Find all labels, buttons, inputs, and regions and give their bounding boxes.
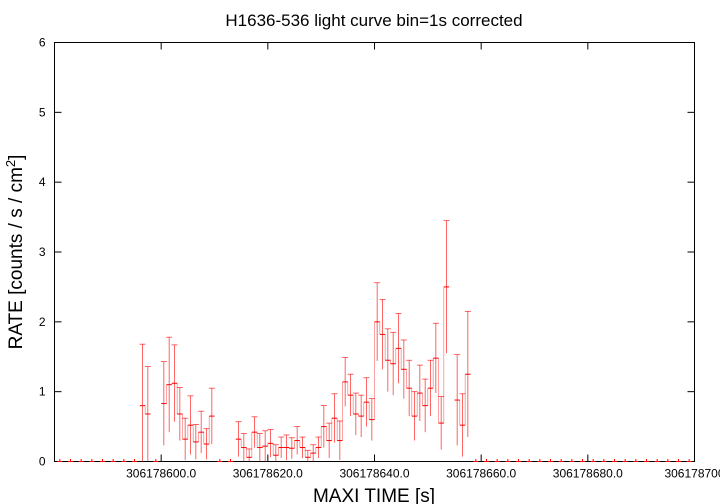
- y-axis: 0 1 2 3 4 5 6: [39, 36, 695, 469]
- x-axis: 306178600.0 306178620.0 306178640.0 3061786…: [126, 42, 720, 481]
- x-tick-label: 306178700: [664, 467, 720, 481]
- y-tick-label: 4: [39, 175, 46, 189]
- y-tick-label: 2: [39, 315, 46, 329]
- y-tick-label: 5: [39, 105, 46, 119]
- y-axis-label: RATE [counts / s / cm2]: [3, 155, 27, 350]
- y-axis-label-end: ]: [6, 155, 27, 160]
- chart-title: H1636-536 light curve bin=1s corrected: [225, 11, 522, 30]
- y-tick-label: 3: [39, 245, 46, 259]
- x-tick-label: 306178620.0: [233, 467, 303, 481]
- y-tick-label: 0: [39, 455, 46, 469]
- x-tick-label: 306178640.0: [339, 467, 409, 481]
- zero-bins: [57, 459, 692, 462]
- x-axis-label: MAXI TIME [s]: [313, 486, 435, 504]
- y-tick-label: 1: [39, 385, 46, 399]
- y-axis-label-main: RATE [counts / s / cm: [6, 167, 27, 349]
- x-tick-label: 306178600.0: [126, 467, 196, 481]
- x-tick-label: 306178660.0: [446, 467, 516, 481]
- y-axis-label-superscript: 2: [3, 160, 18, 167]
- series-rate: [139, 220, 471, 462]
- y-tick-label: 6: [39, 36, 46, 50]
- x-tick-label: 306178680.0: [553, 467, 623, 481]
